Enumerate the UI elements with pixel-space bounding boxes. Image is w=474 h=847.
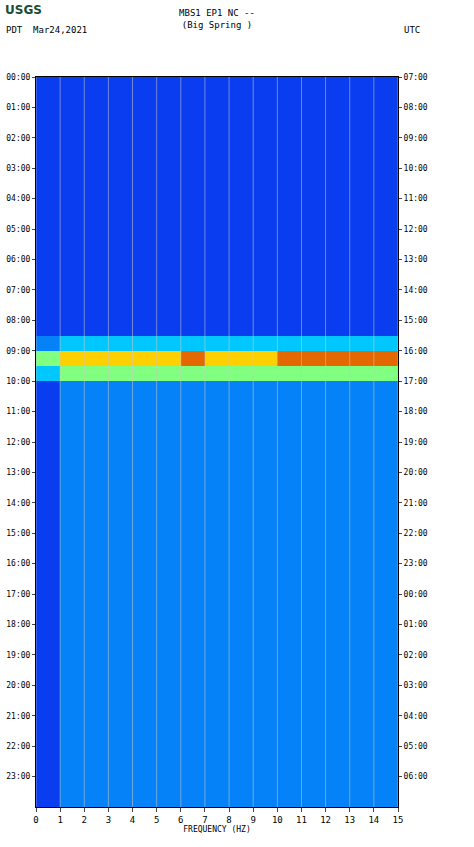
svg-text:22:00: 22:00 — [6, 742, 30, 751]
svg-text:01:00: 01:00 — [404, 620, 428, 629]
svg-text:14:00: 14:00 — [404, 286, 428, 295]
svg-text:07:00: 07:00 — [6, 286, 30, 295]
svg-text:10:00: 10:00 — [404, 164, 428, 173]
svg-text:10:00: 10:00 — [6, 377, 30, 386]
svg-text:05:00: 05:00 — [404, 742, 428, 751]
svg-text:5: 5 — [154, 815, 159, 825]
svg-text:21:00: 21:00 — [6, 712, 30, 721]
svg-text:9: 9 — [250, 815, 255, 825]
svg-text:03:00: 03:00 — [6, 164, 30, 173]
svg-text:00:00: 00:00 — [6, 73, 30, 82]
svg-text:13:00: 13:00 — [6, 468, 30, 477]
svg-text:09:00: 09:00 — [404, 134, 428, 143]
svg-text:17:00: 17:00 — [6, 590, 30, 599]
svg-text:03:00: 03:00 — [404, 681, 428, 690]
svg-text:17:00: 17:00 — [404, 377, 428, 386]
svg-text:USGS: USGS — [5, 3, 42, 17]
svg-text:16:00: 16:00 — [404, 347, 428, 356]
svg-text:UTC: UTC — [404, 25, 420, 35]
svg-text:04:00: 04:00 — [6, 194, 30, 203]
svg-text:15:00: 15:00 — [404, 316, 428, 325]
svg-text:4: 4 — [130, 815, 135, 825]
svg-text:20:00: 20:00 — [404, 468, 428, 477]
svg-text:14: 14 — [368, 815, 379, 825]
svg-text:10: 10 — [272, 815, 283, 825]
svg-text:15: 15 — [393, 815, 404, 825]
svg-text:20:00: 20:00 — [6, 681, 30, 690]
svg-text:0: 0 — [33, 815, 38, 825]
svg-text:FREQUENCY (HZ): FREQUENCY (HZ) — [183, 825, 250, 834]
svg-text:02:00: 02:00 — [6, 134, 30, 143]
svg-text:7: 7 — [202, 815, 207, 825]
svg-text:02:00: 02:00 — [404, 651, 428, 660]
svg-text:08:00: 08:00 — [6, 316, 30, 325]
svg-text:3: 3 — [106, 815, 111, 825]
svg-text:12:00: 12:00 — [404, 225, 428, 234]
svg-text:05:00: 05:00 — [6, 225, 30, 234]
svg-text:19:00: 19:00 — [404, 438, 428, 447]
svg-text:6: 6 — [178, 815, 183, 825]
svg-text:2: 2 — [82, 815, 87, 825]
svg-text:11: 11 — [296, 815, 307, 825]
svg-text:12: 12 — [320, 815, 331, 825]
svg-text:04:00: 04:00 — [404, 712, 428, 721]
svg-text:22:00: 22:00 — [404, 529, 428, 538]
svg-text:14:00: 14:00 — [6, 499, 30, 508]
svg-text:23:00: 23:00 — [6, 772, 30, 781]
svg-text:09:00: 09:00 — [6, 347, 30, 356]
svg-text:06:00: 06:00 — [404, 772, 428, 781]
svg-text:MBS1 EP1 NC --(Big Spring ): MBS1 EP1 NC --(Big Spring ) — [179, 8, 255, 30]
svg-text:PDT Mar24,2021: PDT Mar24,2021 — [6, 25, 87, 35]
svg-text:18:00: 18:00 — [6, 620, 30, 629]
svg-text:19:00: 19:00 — [6, 651, 30, 660]
svg-text:21:00: 21:00 — [404, 499, 428, 508]
svg-text:15:00: 15:00 — [6, 529, 30, 538]
svg-text:13: 13 — [344, 815, 355, 825]
svg-text:11:00: 11:00 — [404, 194, 428, 203]
svg-text:01:00: 01:00 — [6, 103, 30, 112]
svg-text:08:00: 08:00 — [404, 103, 428, 112]
svg-text:06:00: 06:00 — [6, 255, 30, 264]
svg-text:8: 8 — [226, 815, 231, 825]
svg-text:12:00: 12:00 — [6, 438, 30, 447]
svg-text:11:00: 11:00 — [6, 407, 30, 416]
svg-text:23:00: 23:00 — [404, 559, 428, 568]
svg-text:07:00: 07:00 — [404, 73, 428, 82]
svg-text:1: 1 — [57, 815, 62, 825]
svg-text:00:00: 00:00 — [404, 590, 428, 599]
svg-text:16:00: 16:00 — [6, 559, 30, 568]
svg-text:18:00: 18:00 — [404, 407, 428, 416]
svg-text:13:00: 13:00 — [404, 255, 428, 264]
